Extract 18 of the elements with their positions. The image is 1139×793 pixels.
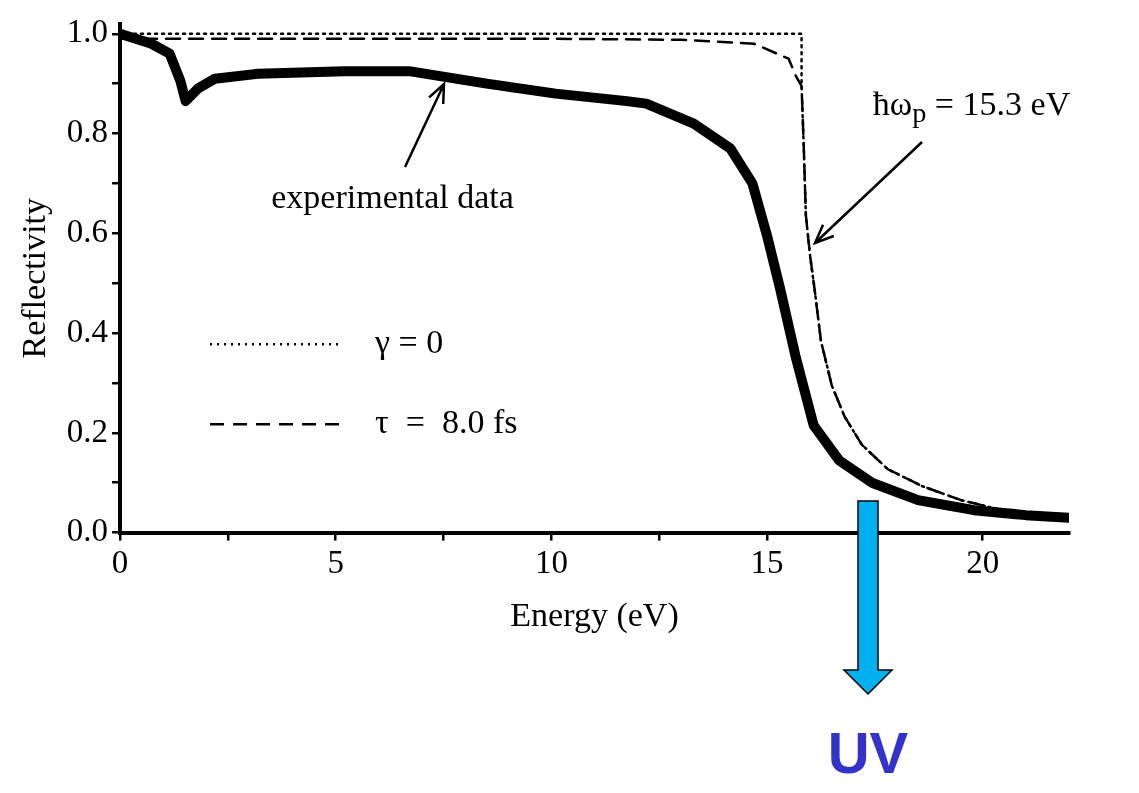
y-tick-label: 1.0 <box>66 13 109 50</box>
text: UV <box>827 718 909 786</box>
x-tick-label: 10 <box>534 544 568 581</box>
x-tick-label: 0 <box>111 544 129 581</box>
y-tick-label: 0.6 <box>66 212 109 249</box>
annotation: experimental data <box>271 177 514 216</box>
legend-label: τ = 8.0 fs <box>375 403 518 441</box>
y-tick-label: 0.0 <box>66 512 109 549</box>
y-tick-label: 0.4 <box>66 312 109 349</box>
x-tick-label: 5 <box>327 544 344 581</box>
y-tick-label: 0.2 <box>66 412 109 449</box>
legend-label: γ = 0 <box>374 323 444 361</box>
y-axis-title: Reflectivity <box>15 197 53 359</box>
x-tick-label: 15 <box>750 544 784 581</box>
y-tick-label: 0.8 <box>66 113 109 150</box>
annotation: ħω$_{p}$ = 15.3 eV <box>872 84 1071 130</box>
x-tick-label: 20 <box>966 544 1000 581</box>
x-axis-title: Energy (eV) <box>510 595 679 634</box>
